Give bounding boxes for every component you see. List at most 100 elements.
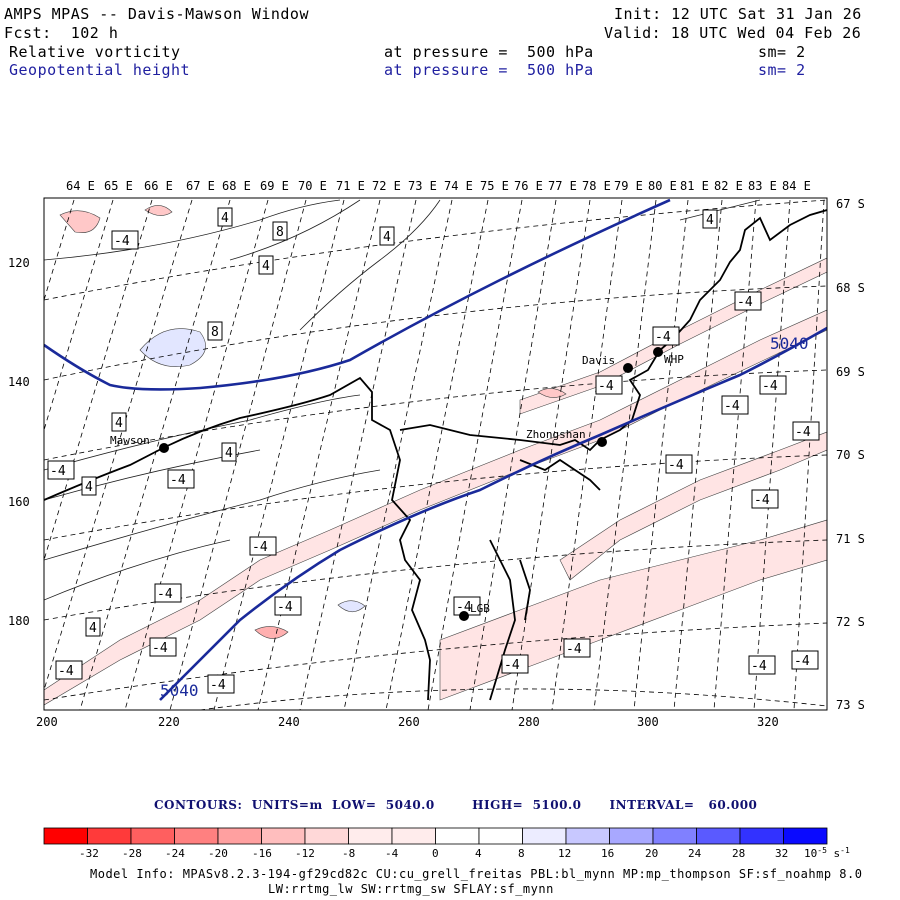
svg-text:-4: -4 <box>566 642 582 657</box>
svg-text:LGB: LGB <box>470 602 490 615</box>
station-marker: LGB <box>459 602 490 621</box>
field2-name: Geopotential height <box>9 61 191 79</box>
colorbar-cell <box>130 827 175 845</box>
colorbar-labels: -32 -28 -24 -20 -16 -12 -8 -4 0 4 8 12 1… <box>79 847 788 860</box>
svg-text:-4: -4 <box>668 458 684 473</box>
lon-label: 71 E <box>336 179 365 193</box>
x-tick: 200 <box>36 715 58 729</box>
x-tick: 320 <box>757 715 779 729</box>
svg-text:-4: -4 <box>252 540 268 555</box>
contour-label-box: -4 <box>563 638 591 658</box>
lon-label: 82 E <box>714 179 743 193</box>
y-tick: 160 <box>8 495 30 509</box>
svg-text:-4: -4 <box>751 659 767 674</box>
plot-title: AMPS MPAS -- Davis-Mawson Window <box>4 5 309 23</box>
colorbar-cell <box>783 827 828 845</box>
lon-label: 67 E <box>186 179 215 193</box>
contour-label-box: -4 <box>791 650 819 670</box>
lat-label: 70 S <box>836 448 865 462</box>
colorbar-label: 16 <box>601 847 614 860</box>
svg-text:-4: -4 <box>794 654 810 669</box>
lon-label: 84 E <box>782 179 811 193</box>
lon-label: 83 E <box>748 179 777 193</box>
svg-text:4: 4 <box>115 416 123 431</box>
lon-label: 65 E <box>104 179 133 193</box>
contour-label-box: -4 <box>55 660 83 680</box>
svg-text:-4: -4 <box>277 600 293 615</box>
lon-label: 64 E <box>66 179 95 193</box>
colorbar-cell <box>565 827 610 845</box>
contour-label-box: 4 <box>85 617 101 637</box>
svg-text:-4: -4 <box>598 379 614 394</box>
lat-label: 72 S <box>836 615 865 629</box>
lon-label: 74 E <box>444 179 473 193</box>
init-time: Init: 12 UTC Sat 31 Jan 26 <box>614 5 862 23</box>
colorbar-label: -8 <box>342 847 355 860</box>
field2-smoothing: sm= 2 <box>758 61 806 79</box>
contour-label-box: 8 <box>272 221 288 241</box>
field1-smoothing: sm= 2 <box>758 43 806 61</box>
contour-label-box: 8 <box>207 321 223 341</box>
height-contour-label: 5040 <box>770 334 809 353</box>
colorbar-label: -32 <box>79 847 99 860</box>
colorbar-cell <box>478 827 523 845</box>
svg-text:Mawson: Mawson <box>110 434 150 447</box>
colorbar-label: 32 <box>775 847 788 860</box>
contour-label-box: -4 <box>501 654 529 674</box>
colorbar-label: -28 <box>122 847 142 860</box>
contour-label-box: 4 <box>702 209 718 229</box>
svg-text:-4: -4 <box>456 600 472 615</box>
lon-label: 75 E <box>480 179 509 193</box>
colorbar-label: 28 <box>732 847 745 860</box>
colorbar-cell <box>261 827 306 845</box>
lon-label: 79 E <box>614 179 643 193</box>
svg-text:-4: -4 <box>152 641 168 656</box>
field2-level: at pressure = 500 hPa <box>384 61 594 79</box>
station-marker: Davis <box>582 354 633 373</box>
contour-label-box: 4 <box>217 207 233 227</box>
vorticity-contours <box>44 199 761 601</box>
lat-label: 68 S <box>836 281 865 295</box>
svg-text:-4: -4 <box>762 379 778 394</box>
y-tick: 180 <box>8 614 30 628</box>
lat-label: 67 S <box>836 197 865 211</box>
colorbar-label: -16 <box>252 847 272 860</box>
contour-label-box: 4 <box>258 255 274 275</box>
colorbar-cell <box>609 827 654 845</box>
latitude-labels: 67 S 68 S 69 S 70 S 71 S 72 S 73 S <box>836 197 865 712</box>
contour-label-box: -4 <box>751 489 779 509</box>
lon-label: 66 E <box>144 179 173 193</box>
y-tick: 120 <box>8 256 30 270</box>
y-tick: 140 <box>8 375 30 389</box>
contour-label-box: -4 <box>167 469 195 489</box>
svg-text:4: 4 <box>383 230 391 245</box>
contour-label-box: 4 <box>81 476 97 496</box>
svg-text:-4: -4 <box>58 664 74 679</box>
colorbar-unit-base: 10 <box>804 847 817 860</box>
lon-label: 77 E <box>548 179 577 193</box>
lat-label: 69 S <box>836 365 865 379</box>
svg-text:WHP: WHP <box>664 353 684 366</box>
colorbar-unit-exp: -5 <box>817 846 827 855</box>
height-contour-info: CONTOURS: UNITS=m LOW= 5040.0 HIGH= 5100… <box>154 798 758 812</box>
lon-label: 70 E <box>298 179 327 193</box>
contour-label-box: -4 <box>665 454 693 474</box>
lon-label: 69 E <box>260 179 289 193</box>
svg-text:-4: -4 <box>795 425 811 440</box>
svg-text:-4: -4 <box>50 464 66 479</box>
colorbar-label: -24 <box>165 847 185 860</box>
map-plot: 64 E 65 E 66 E 67 E 68 E 69 E 70 E 71 E … <box>8 179 865 729</box>
x-tick: 240 <box>278 715 300 729</box>
stations: Mawson Davis WHP Zhongshan LGB <box>110 347 684 621</box>
svg-text:4: 4 <box>706 213 714 228</box>
longitude-labels: 64 E 65 E 66 E 67 E 68 E 69 E 70 E 71 E … <box>66 179 811 193</box>
station-marker: WHP <box>653 347 684 366</box>
colorbar-cell <box>217 827 262 845</box>
colorbar-cell <box>435 827 480 845</box>
contour-label-box: -4 <box>748 655 776 675</box>
lat-label: 71 S <box>836 532 865 546</box>
colorbar-cell <box>304 827 349 845</box>
contour-labels: 4 -4 8 4 4 8 4 -4 -4 -4 -4 -4 -4 -4 -4 4… <box>47 207 820 694</box>
svg-text:-4: -4 <box>170 473 186 488</box>
x-tick: 260 <box>398 715 420 729</box>
